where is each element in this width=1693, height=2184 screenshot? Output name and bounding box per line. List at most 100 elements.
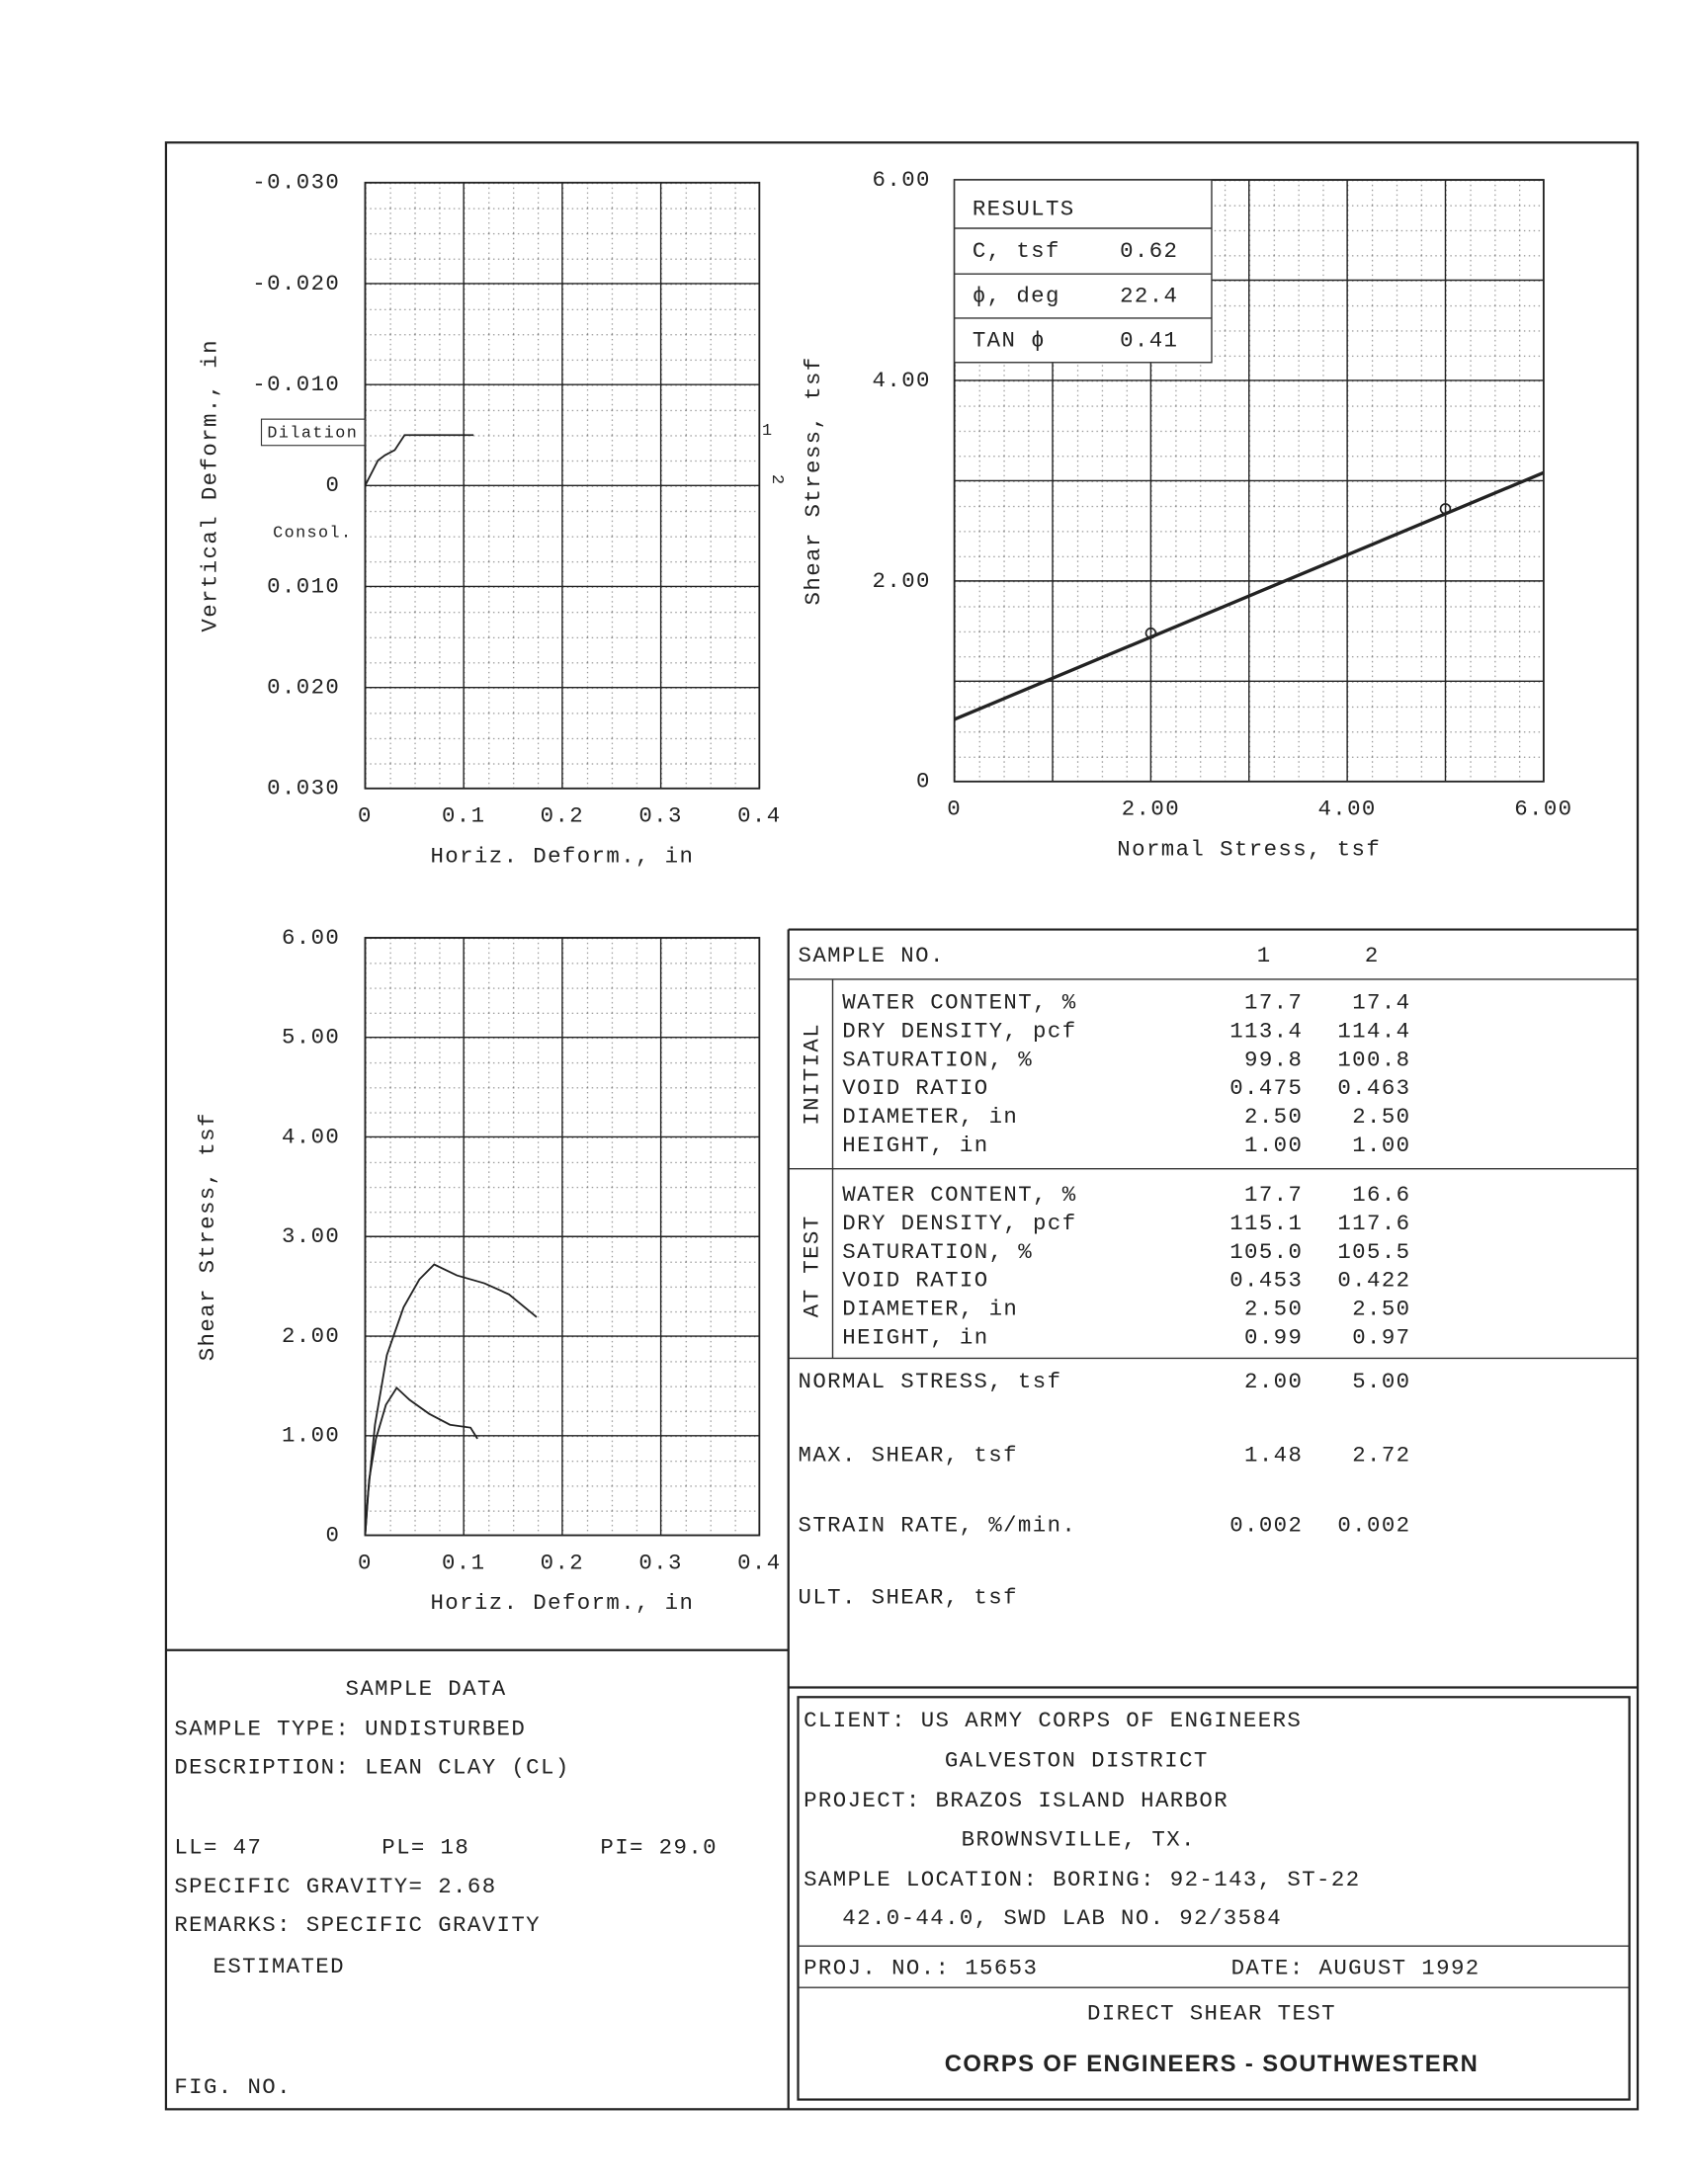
- y-tick-label: -0.010: [252, 372, 340, 397]
- y-tick-label: 2.00: [282, 1323, 340, 1349]
- y-tick-label: 0: [916, 769, 931, 795]
- x-axis-title: Horiz. Deform., in: [430, 1590, 694, 1616]
- group-label: AT TEST: [799, 1215, 824, 1317]
- table-header: 2: [1365, 943, 1380, 968]
- row-label: VOID RATIO: [842, 1075, 988, 1101]
- x-tick-label: 6.00: [1514, 797, 1572, 822]
- y-tick-label: 6.00: [873, 167, 931, 193]
- group-label: INITIAL: [799, 1023, 824, 1126]
- cell: 17.7: [1244, 990, 1303, 1016]
- sample-field: PL= 18: [381, 1835, 469, 1861]
- results-value: 0.41: [1120, 327, 1178, 353]
- row-label: HEIGHT, in: [842, 1133, 988, 1158]
- section-title: SAMPLE DATA: [346, 1676, 507, 1702]
- table-header: 1: [1257, 943, 1272, 968]
- cell: 1.48: [1244, 1442, 1303, 1468]
- x-tick-label: 0.2: [541, 803, 584, 829]
- row-label: DRY DENSITY, pcf: [842, 1018, 1076, 1044]
- sample-field: PI= 29.0: [600, 1835, 718, 1861]
- x-tick-label: 0: [358, 803, 373, 829]
- data-point: [1144, 627, 1157, 639]
- cell: 1.00: [1244, 1133, 1303, 1158]
- x-tick-label: 0.4: [737, 803, 781, 829]
- proj-no: PROJ. NO.: 15653: [804, 1956, 1038, 1981]
- row-label: DIAMETER, in: [842, 1297, 1018, 1322]
- y-tick-label: 6.00: [282, 925, 340, 951]
- project: BROWNSVILLE, TX.: [962, 1826, 1196, 1852]
- x-tick-label: 0: [947, 797, 962, 822]
- cell: 0.002: [1229, 1513, 1303, 1539]
- y-axis-title: Vertical Deform., in: [198, 339, 223, 632]
- results-value: 0.62: [1120, 238, 1178, 264]
- y-tick-label: 5.00: [282, 1025, 340, 1050]
- y-tick-label: -0.030: [252, 170, 340, 196]
- cell: 117.6: [1337, 1211, 1410, 1236]
- y-tick-label: 2.00: [873, 568, 931, 594]
- y-tick-label: 4.00: [282, 1124, 340, 1149]
- location: 42.0-44.0, SWD LAB NO. 92/3584: [842, 1905, 1282, 1931]
- annotation: 2: [767, 474, 786, 485]
- row-label: MAX. SHEAR, tsf: [799, 1442, 1018, 1468]
- results-label: ϕ, deg: [973, 284, 1060, 309]
- row-label: DRY DENSITY, pcf: [842, 1211, 1076, 1236]
- cell: 2.72: [1352, 1442, 1410, 1468]
- outer-frame: [164, 141, 1640, 2111]
- y-tick-label: 0.020: [267, 675, 340, 701]
- cell: 0.99: [1244, 1324, 1303, 1350]
- data-line: [364, 1263, 538, 1536]
- cell: 105.5: [1337, 1239, 1410, 1265]
- x-axis-title: Normal Stress, tsf: [1117, 836, 1381, 862]
- y-tick-label: 3.00: [282, 1223, 340, 1249]
- sample-field: REMARKS: SPECIFIC GRAVITY: [174, 1912, 541, 1938]
- annotation: Dilation: [267, 425, 358, 444]
- sample-field: SAMPLE TYPE: UNDISTURBED: [174, 1716, 526, 1741]
- plot-border: [953, 179, 1545, 783]
- fig-no: FIG. NO.: [174, 2074, 292, 2100]
- y-tick-label: 0: [325, 1522, 340, 1548]
- cell: 5.00: [1352, 1369, 1410, 1394]
- row-label: WATER CONTENT, %: [842, 1182, 1076, 1208]
- x-tick-label: 0.4: [737, 1550, 781, 1575]
- cell: 0.463: [1337, 1075, 1410, 1101]
- y-tick-label: 0.030: [267, 776, 340, 801]
- results-label: TAN ϕ: [973, 327, 1046, 353]
- data-line: [364, 434, 474, 486]
- results-box: [953, 179, 1213, 364]
- plot-border: [364, 937, 761, 1537]
- cell: 115.1: [1229, 1211, 1303, 1236]
- x-tick-label: 0.3: [638, 1550, 682, 1575]
- location: SAMPLE LOCATION: BORING: 92-143, ST-22: [804, 1867, 1360, 1892]
- row-label: SATURATION, %: [842, 1239, 1033, 1265]
- cell: 0.97: [1352, 1324, 1410, 1350]
- cell: 17.7: [1244, 1182, 1303, 1208]
- cell: 2.50: [1244, 1104, 1303, 1130]
- test-name: DIRECT SHEAR TEST: [1087, 2001, 1336, 2027]
- results-label: C, tsf: [973, 238, 1060, 264]
- y-tick-label: 0: [325, 472, 340, 498]
- cell: 2.50: [1352, 1297, 1410, 1322]
- sample-field: ESTIMATED: [213, 1954, 345, 1979]
- annotation-box: [260, 418, 367, 447]
- x-tick-label: 4.00: [1317, 797, 1376, 822]
- row-label: STRAIN RATE, %/min.: [799, 1513, 1077, 1539]
- sample-field: LL= 47: [174, 1835, 262, 1861]
- row-label: DIAMETER, in: [842, 1104, 1018, 1130]
- x-axis-title: Horiz. Deform., in: [430, 843, 694, 869]
- cell: 16.6: [1352, 1182, 1410, 1208]
- row-label: WATER CONTENT, %: [842, 990, 1076, 1016]
- row-label: SATURATION, %: [842, 1047, 1033, 1072]
- annotation: 1: [762, 422, 773, 441]
- cell: 113.4: [1229, 1018, 1303, 1044]
- y-tick-label: 4.00: [873, 368, 931, 393]
- x-tick-label: 0: [358, 1550, 373, 1575]
- sample-field: SPECIFIC GRAVITY= 2.68: [174, 1874, 496, 1899]
- x-tick-label: 0.3: [638, 803, 682, 829]
- cell: 1.00: [1352, 1133, 1410, 1158]
- y-axis-title: Shear Stress, tsf: [195, 1112, 220, 1361]
- project: PROJECT: BRAZOS ISLAND HARBOR: [804, 1788, 1228, 1813]
- cell: 0.475: [1229, 1075, 1303, 1101]
- row-label: NORMAL STRESS, tsf: [799, 1369, 1062, 1394]
- x-tick-label: 2.00: [1122, 797, 1180, 822]
